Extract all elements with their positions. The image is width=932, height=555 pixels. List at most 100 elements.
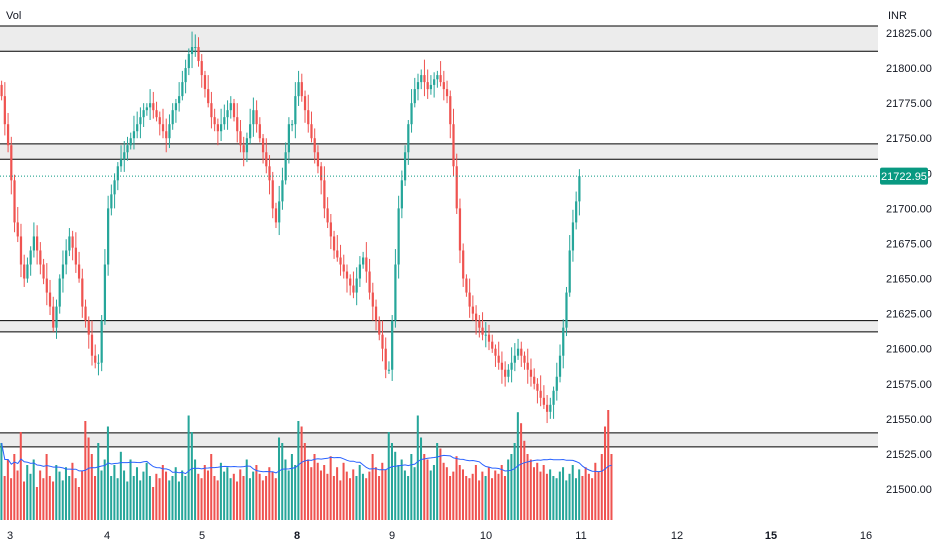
volume-bar (106, 426, 109, 520)
volume-bar (610, 454, 613, 520)
candle-body (300, 82, 303, 97)
volume-bar (232, 473, 235, 520)
candle-body (413, 89, 416, 104)
volume-bar (323, 465, 326, 520)
volume-bar (336, 467, 339, 520)
candle-body (332, 236, 336, 251)
volume-bar (471, 473, 474, 520)
volume-bar (584, 467, 587, 520)
volume-bar (497, 473, 500, 520)
candle-body (336, 250, 339, 258)
candle-body (468, 292, 471, 307)
candle-body (81, 278, 84, 307)
candle-body (223, 117, 226, 125)
candle-body (287, 124, 290, 153)
volume-bar (403, 470, 406, 520)
candle-body (536, 383, 539, 391)
candle-body (42, 264, 45, 279)
volume-bar (552, 476, 555, 520)
candle-body (213, 117, 216, 125)
candle-body (400, 180, 403, 209)
candle-body (484, 334, 487, 336)
candle-body (165, 131, 168, 139)
candle-body (16, 222, 19, 237)
candle-body (10, 145, 13, 181)
volume-bar (210, 454, 213, 520)
candle-body (129, 138, 132, 146)
candle-body (178, 96, 181, 104)
x-axis[interactable]: 3 4 5 8 9 10 11 12 15 16 (7, 530, 872, 542)
volume-bar (510, 454, 513, 520)
volume-bar (242, 476, 245, 520)
volume-bar (458, 465, 461, 520)
candle-body (455, 166, 458, 209)
candle-body (523, 355, 526, 363)
currency-label[interactable]: INR (888, 10, 907, 22)
candle-body (368, 271, 371, 293)
volume-bar (271, 471, 274, 520)
volume-bar (190, 432, 193, 520)
volume-bar (432, 465, 435, 520)
volume-indicator-label[interactable]: Vol (6, 10, 21, 22)
candle-body (429, 84, 433, 90)
candle-body (252, 110, 255, 125)
y-tick-label: 21700.00 (886, 203, 932, 215)
volume-bar (500, 465, 503, 520)
volume-bar (213, 476, 216, 520)
candle-body (497, 355, 500, 363)
candle-body (465, 278, 468, 293)
volume-bar (184, 476, 187, 520)
volume-bar (491, 478, 494, 520)
volume-bar (203, 465, 206, 520)
volume-bar (29, 473, 32, 520)
volume-bar (313, 454, 316, 520)
volume-bar (281, 443, 284, 520)
volume-bar (236, 481, 239, 520)
x-tick-label: 9 (389, 530, 395, 542)
volume-bar (274, 478, 277, 520)
volume-bar (555, 478, 558, 520)
volume-bar (591, 478, 594, 520)
y-tick-label: 21750.00 (886, 133, 932, 145)
candle-body (565, 292, 568, 328)
candle-body (481, 327, 484, 335)
candle-body (58, 278, 61, 307)
volume-bar (174, 467, 177, 520)
candle-body (552, 390, 555, 405)
volume-bar (145, 462, 148, 520)
candle-body (378, 320, 381, 335)
volume-bar (123, 470, 126, 520)
candle-body (274, 208, 278, 223)
candle-body (462, 250, 465, 279)
candle-body (271, 180, 274, 209)
volume-bar (400, 459, 403, 520)
volume-bar (155, 473, 158, 520)
candle-body (474, 313, 478, 321)
volume-bar (568, 473, 571, 520)
zone-box-3 (0, 432, 878, 447)
candle-body (23, 264, 26, 279)
volume-bar (565, 480, 568, 520)
volume-bar (245, 459, 248, 520)
volume-bar (10, 478, 13, 520)
candle-body (36, 236, 39, 251)
volume-bar (300, 426, 303, 520)
volume-bar (226, 467, 229, 520)
volume-bar (74, 478, 77, 520)
volume-bar (387, 432, 390, 520)
candle-body (352, 285, 355, 293)
candle-body (103, 264, 107, 321)
volume-bar (407, 476, 410, 520)
candle-body (494, 348, 497, 356)
candle-body (0, 84, 3, 97)
volume-layer (0, 410, 613, 520)
volume-bar (139, 480, 142, 520)
candle-body (504, 369, 507, 377)
volume-bar (181, 470, 184, 520)
volume-bar (48, 476, 51, 520)
volume-bar (45, 454, 48, 520)
volume-bar (410, 454, 413, 520)
y-axis[interactable]: 21825.0021800.0021775.0021750.0021725.00… (886, 28, 932, 496)
